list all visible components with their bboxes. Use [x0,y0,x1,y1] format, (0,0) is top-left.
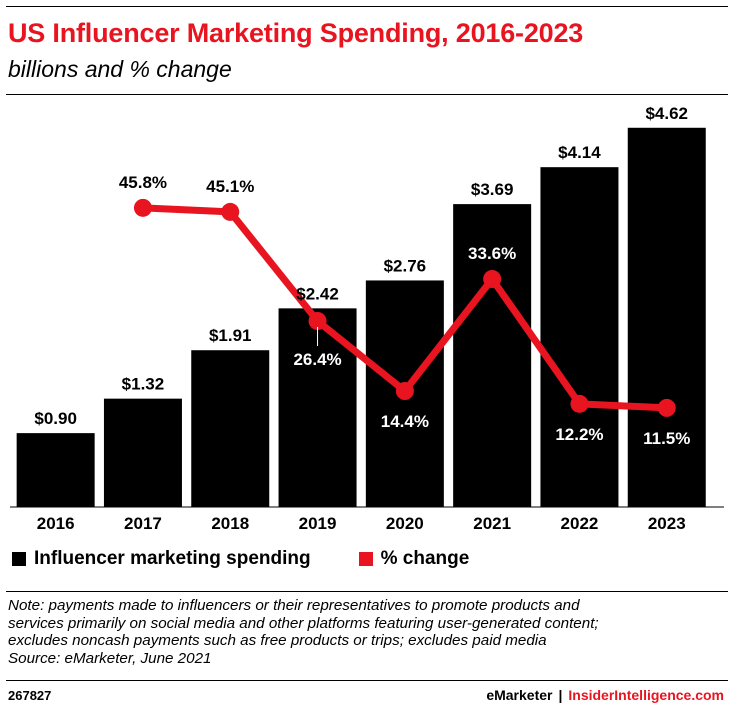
note-line: Note: payments made to influencers or th… [8,597,580,614]
labels-layer: $0.90 2016 $1.32 2017 $1.91 2018 $2.42 2019 $2.7… [34,104,690,533]
bar-value-label: $2.76 [384,256,427,275]
brand-emarketer: eMarketer [486,687,553,703]
brand-insider-intelligence: InsiderIntelligence.com [568,687,724,703]
change-value-label: 26.4% [293,350,341,369]
subtitle-rule [6,94,728,95]
x-tick-label: 2023 [648,514,686,533]
note-line: excludes noncash payments such as free p… [8,632,547,649]
x-tick-label: 2017 [124,514,162,533]
bar-value-label: $2.42 [296,284,339,303]
footer-brand: eMarketer | InsiderIntelligence.com [486,687,724,703]
change-value-label: 12.2% [555,425,603,444]
note-line: Source: eMarketer, June 2021 [8,649,212,667]
bar-2021 [453,204,532,508]
bar-value-label: $0.90 [34,409,77,428]
legend-item-spending: Influencer marketing spending [12,548,311,570]
chart-id: 267827 [8,688,52,703]
legend: Influencer marketing spending % change [12,548,469,570]
change-value-label: 33.6% [468,244,516,263]
change-value-label: 45.1% [206,177,254,196]
change-value-label: 45.8% [119,173,167,192]
bar-2017 [103,398,182,507]
x-tick-label: 2018 [211,514,249,533]
bar-2018 [191,350,270,507]
top-rule [6,6,728,7]
change-point-2020 [395,382,414,400]
change-point-2023 [657,398,676,417]
legend-label-change: % change [380,548,470,569]
legend-label-spending: Influencer marketing spending [34,548,311,569]
x-tick-label: 2021 [473,514,511,533]
brand-separator: | [558,687,563,703]
bar-2022 [540,167,619,508]
bar-2023 [627,127,706,508]
note-rule [6,591,728,592]
footer-rule [6,680,728,681]
x-tick-label: 2019 [299,514,337,533]
bars-layer [10,127,724,508]
legend-swatch-change [358,552,373,566]
x-tick-label: 2016 [37,514,75,533]
change-point-2022 [570,394,589,413]
change-point-2019 [308,312,327,330]
chart-area: $0.90 2016 $1.32 2017 $1.91 2018 $2.42 2019 $2.7… [10,104,724,533]
legend-item-change: % change [358,548,470,570]
change-value-label: 11.5% [643,429,690,448]
chart-title: US Influencer Marketing Spending, 2016-2… [8,18,584,48]
line-layer [133,198,676,417]
x-tick-label: 2020 [386,514,424,533]
bar-value-label: $4.14 [558,143,601,162]
bar-value-label: $3.69 [471,180,514,199]
bar-value-label: $4.62 [645,104,688,123]
legend-swatch-spending [12,552,26,566]
note-text: Note: payments made to influencers or th… [8,597,723,667]
bar-value-label: $1.91 [209,326,252,345]
bar-2016 [16,433,95,507]
note-line: services primarily on social media and o… [8,614,599,632]
change-point-2017 [133,198,152,217]
x-tick-label: 2022 [561,514,599,533]
chart-subtitle: billions and % change [8,56,232,82]
change-point-2021 [483,270,502,288]
bar-value-label: $1.32 [122,375,165,394]
change-point-2018 [221,202,240,221]
change-value-label: 14.4% [381,412,429,431]
